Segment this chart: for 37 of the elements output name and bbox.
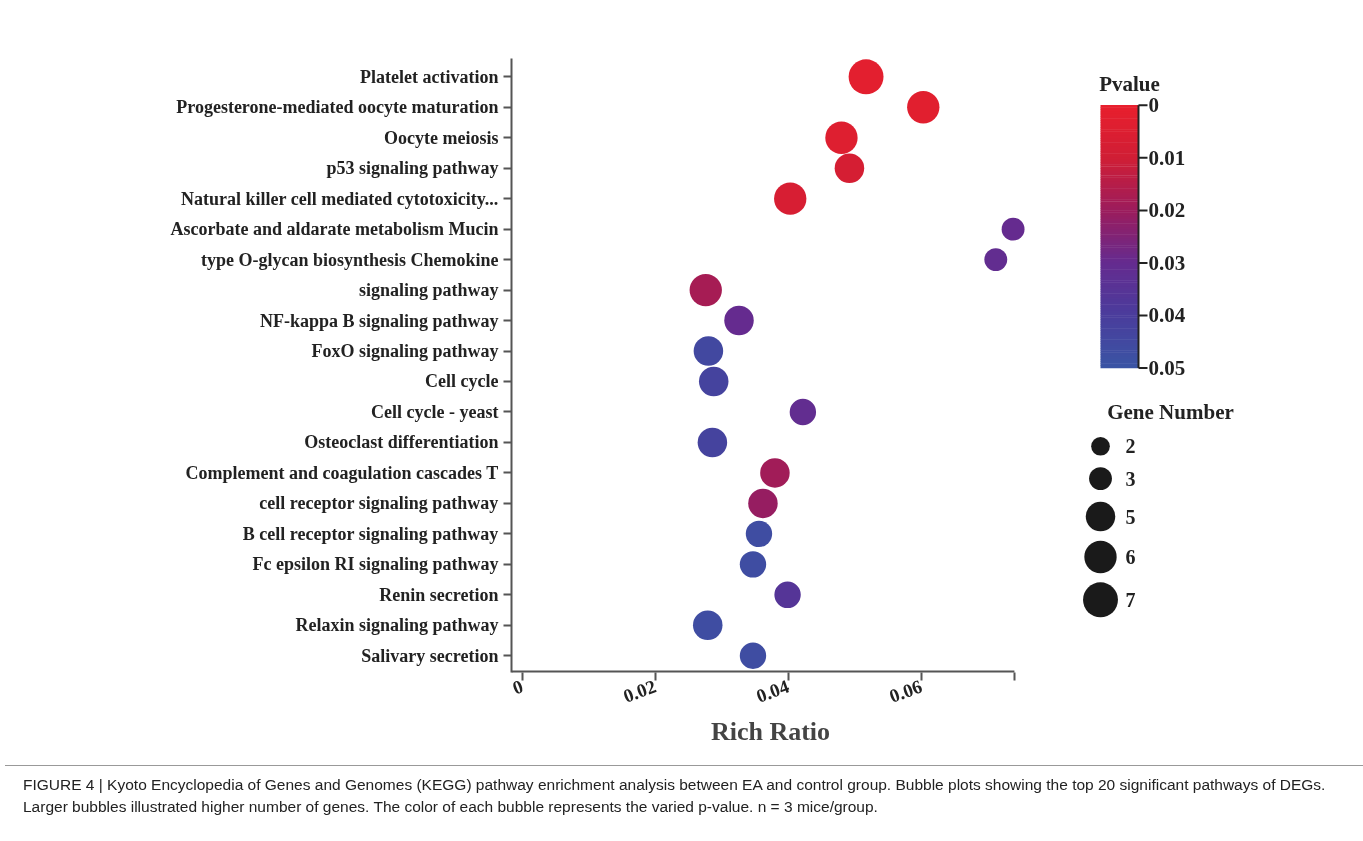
- legend-label: 5: [1125, 505, 1136, 528]
- y-tick-label: Cell cycle - yeast: [371, 401, 499, 422]
- color-bar-label: 0.04: [1148, 303, 1186, 328]
- legend-label: 3: [1125, 467, 1136, 490]
- x-tick-label: 0.02: [620, 675, 659, 707]
- y-tick-label: B cell receptor signaling pathway: [242, 523, 499, 544]
- y-tick-label: type O-glycan biosynthesis Chemokine: [200, 249, 499, 270]
- y-tick-label: Progesterone-mediated oocyte maturation: [176, 97, 499, 118]
- color-bar-label: 0.02: [1148, 198, 1186, 223]
- x-axis-title: Rich Ratio: [710, 717, 831, 747]
- y-tick-label: Platelet activation: [360, 66, 499, 87]
- y-tick-label: Osteoclast differentiation: [304, 432, 499, 453]
- legend-label: 2: [1125, 435, 1136, 458]
- y-tick-label: Oocyte meiosis: [384, 127, 499, 148]
- x-tick-label: 0.06: [886, 675, 925, 707]
- x-tick-label: 0: [509, 675, 526, 699]
- caption: FIGURE 4 | Kyoto Encyclopedia of Genes and Genomes (KEGG) pathway enrichment analysis between EA and control group. Bubble plots showing the top 20 significant pathways of DEGs. Larger bubbles illustrated higher number of genes. The color of each bubble represents the varied p-value. n = 3 mice/group.: [5, 765, 1363, 827]
- color-bar-label: 0.05: [1148, 355, 1186, 380]
- y-tick-label: Cell cycle: [425, 371, 499, 392]
- y-tick-label: Salivary secretion: [361, 645, 499, 666]
- color-bar-label: 0.03: [1148, 250, 1186, 275]
- y-tick-label: Natural killer cell mediated cytotoxicity...: [181, 188, 499, 209]
- y-tick-label: Ascorbate and aldarate metabolism Mucin: [170, 219, 499, 240]
- y-tick-label: Relaxin signaling pathway: [295, 615, 499, 636]
- y-tick-label: FoxO signaling pathway: [311, 341, 499, 362]
- color-bar-label: 0.01: [1148, 145, 1186, 170]
- legend-label: 6: [1125, 545, 1136, 568]
- y-tick-label: Renin secretion: [379, 584, 499, 605]
- legend-title: Gene Number: [1107, 399, 1234, 424]
- y-tick-label: signaling pathway: [358, 280, 499, 301]
- x-tick-label: 0.04: [753, 675, 793, 707]
- legend-label: 7: [1125, 588, 1136, 611]
- y-tick-label: cell receptor signaling pathway: [259, 493, 499, 514]
- y-tick-label: NF-kappa B signaling pathway: [259, 310, 499, 331]
- y-tick-label: Complement and coagulation cascades T: [185, 462, 499, 483]
- y-tick-label: p53 signaling pathway: [326, 158, 499, 179]
- y-tick-label: Fc epsilon RI signaling pathway: [252, 554, 499, 575]
